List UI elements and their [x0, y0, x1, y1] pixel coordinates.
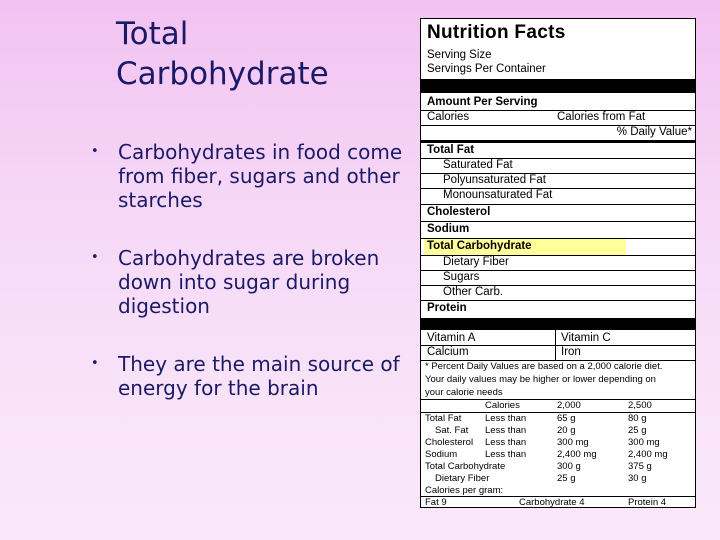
total-carbohydrate: Total Carbohydrate [427, 240, 532, 252]
calcium: Calcium [427, 346, 469, 358]
divider [421, 238, 695, 239]
dietary-fiber: Dietary Fiber [443, 256, 509, 268]
calories-per-gram: Calories per gram: [425, 485, 504, 496]
iron: Iron [561, 346, 581, 358]
divider [421, 345, 695, 346]
saturated-fat: Saturated Fat [443, 159, 513, 171]
slide-title: Total Carbohydrate [116, 14, 329, 94]
dv-table-cell: 80 g [628, 413, 647, 424]
dv-table-cell: Total Carbohydrate [425, 461, 506, 472]
bullet-list: Carbohydrates in food come from fiber, s… [91, 140, 408, 400]
nutrition-facts-label: Nutrition Facts Serving Size Servings Pe… [420, 18, 696, 508]
bullet-item: Carbohydrates in food come from fiber, s… [91, 140, 408, 212]
carb-per-gram: Carbohydrate 4 [519, 497, 585, 508]
divider [421, 204, 695, 205]
total-fat: Total Fat [427, 144, 475, 156]
dv-table-cell: 25 g [557, 473, 576, 484]
footnote-line: your calorie needs [425, 387, 503, 398]
dv-table-cell: 300 mg [628, 437, 660, 448]
vitamin-a: Vitamin A [427, 332, 476, 344]
protein: Protein [427, 302, 467, 314]
dv-table-cell: Dietary Fiber [435, 473, 490, 484]
sodium: Sodium [427, 223, 470, 235]
dv-table-cell: Sat. Fat [435, 425, 469, 436]
divider [421, 221, 695, 222]
polyunsaturated-fat: Polyunsaturated Fat [443, 174, 546, 186]
dv-table-cell: 2,000 [557, 400, 581, 411]
cholesterol: Cholesterol [427, 206, 491, 218]
dv-table-cell: 375 g [628, 461, 652, 472]
dv-table-cell: Less than [485, 413, 527, 424]
dv-table-cell: Cholesterol [425, 437, 474, 448]
vitamin-c: Vitamin C [561, 332, 611, 344]
fat-per-gram: Fat 9 [425, 497, 447, 508]
divider [421, 412, 695, 413]
divider [421, 360, 695, 361]
divider [421, 285, 695, 286]
calories-from-fat: Calories from Fat [557, 111, 646, 123]
slide-title-line-2: Carbohydrate [116, 56, 329, 92]
medium-divider [421, 140, 695, 143]
dv-table-cell: Sodium [425, 449, 458, 460]
dv-table-cell: Calories [485, 400, 520, 411]
monounsaturated-fat: Monounsaturated Fat [443, 189, 553, 201]
protein-per-gram: Protein 4 [628, 497, 667, 508]
divider [421, 173, 695, 174]
dv-table-cell: Less than [485, 425, 527, 436]
dv-table-cell: 300 mg [557, 437, 589, 448]
carbohydrate-highlight [424, 239, 626, 256]
thick-divider [421, 79, 695, 93]
divider [421, 300, 695, 301]
dv-table-cell: Total Fat [425, 413, 462, 424]
dv-table-cell: Less than [485, 449, 527, 460]
dv-table-cell: 2,400 mg [628, 449, 668, 460]
servings-per-container: Servings Per Container [427, 63, 546, 75]
divider [421, 496, 695, 497]
calories: Calories [427, 111, 470, 123]
divider [421, 270, 695, 271]
bullet-item: They are the main source of energy for t… [91, 352, 408, 400]
footnote-line: Your daily values may be higher or lower… [425, 374, 656, 385]
divider [421, 158, 695, 159]
dv-table-cell: 2,500 [628, 400, 652, 411]
sugars: Sugars [443, 271, 480, 283]
dv-table-cell: 30 g [628, 473, 647, 484]
other-carb: Other Carb. [443, 286, 504, 298]
divider [421, 188, 695, 189]
dv-table-cell: Less than [485, 437, 527, 448]
amount-per-serving: Amount Per Serving [427, 96, 538, 108]
dv-table-cell: 300 g [557, 461, 581, 472]
divider [421, 125, 695, 126]
dv-table-cell: 25 g [628, 425, 647, 436]
label-title: Nutrition Facts [427, 22, 566, 43]
bullet-item: Carbohydrates are broken down into sugar… [91, 246, 408, 318]
footnote-line: * Percent Daily Values are based on a 2,… [425, 361, 663, 372]
thick-divider [421, 318, 695, 330]
dv-table-cell: 2,400 mg [557, 449, 597, 460]
divider [421, 110, 695, 111]
dv-table-cell: 20 g [557, 425, 576, 436]
dv-table-cell: 65 g [557, 413, 576, 424]
divider [421, 399, 695, 400]
serving-size: Serving Size [427, 49, 492, 61]
daily-value-header: % Daily Value* [616, 126, 692, 138]
divider [421, 255, 695, 256]
slide-title-line-1: Total [116, 16, 189, 52]
